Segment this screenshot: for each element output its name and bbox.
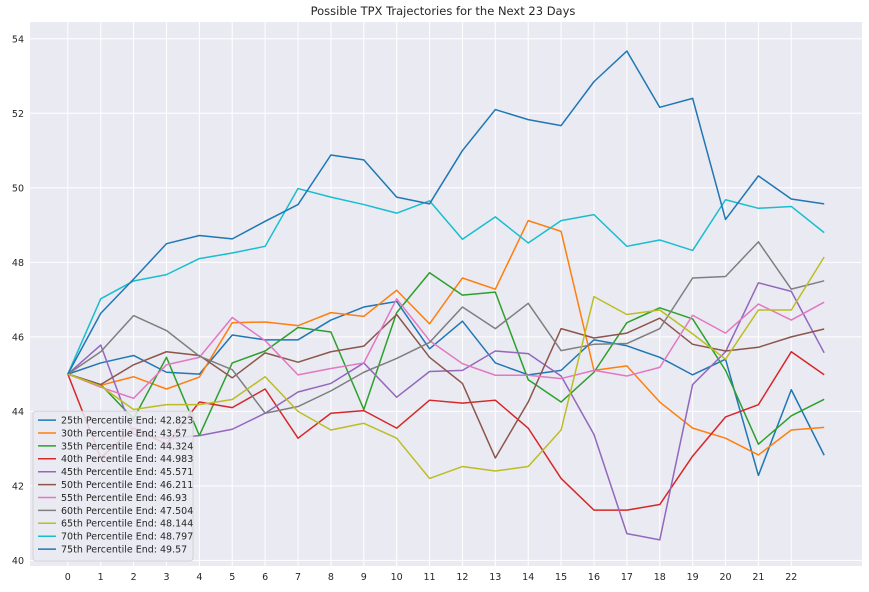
x-tick-label: 1 [98, 572, 104, 583]
x-tick-label: 11 [424, 572, 436, 583]
x-tick-label: 6 [262, 572, 268, 583]
x-tick-label: 9 [361, 572, 367, 583]
series-line-7 [67, 298, 825, 400]
y-tick-label: 54 [12, 34, 24, 45]
legend-label-1: 25th Percentile End: 42.823 [61, 416, 193, 427]
x-tick-label: 17 [621, 572, 633, 583]
x-tick-label: 19 [687, 572, 699, 583]
series-lines [67, 50, 825, 541]
series-line-8 [67, 241, 825, 414]
x-tick-label: 16 [588, 572, 600, 583]
y-tick-label: 48 [12, 258, 24, 269]
x-tick-label: 18 [654, 572, 666, 583]
y-tick-label: 44 [12, 407, 24, 418]
series-line-10 [67, 187, 825, 375]
y-tick-label: 42 [12, 481, 24, 492]
x-tick-label: 14 [522, 572, 534, 583]
chart-title: Possible TPX Trajectories for the Next 2… [311, 4, 576, 18]
legend-label-6: 50th Percentile End: 46.211 [61, 480, 193, 491]
x-tick-label: 10 [391, 572, 403, 583]
legend-label-3: 35th Percentile End: 44.324 [61, 441, 193, 452]
x-tick-label: 5 [229, 572, 235, 583]
x-tick-label: 12 [456, 572, 468, 583]
x-tick-label: 22 [785, 572, 797, 583]
series-line-1 [67, 300, 825, 477]
y-tick-label: 40 [12, 556, 24, 567]
x-tick-label: 4 [196, 572, 202, 583]
x-tick-label: 21 [752, 572, 764, 583]
x-tick-label: 2 [131, 572, 137, 583]
x-tick-label: 15 [555, 572, 567, 583]
x-tick-label: 7 [295, 572, 301, 583]
legend-label-8: 60th Percentile End: 47.504 [61, 506, 193, 517]
y-tick-label: 52 [12, 109, 24, 120]
y-tick-label: 50 [12, 183, 24, 194]
series-line-3 [67, 272, 825, 445]
x-tick-label: 8 [328, 572, 334, 583]
legend-label-5: 45th Percentile End: 45.571 [61, 467, 193, 478]
legend-label-4: 40th Percentile End: 44.983 [61, 454, 193, 465]
legend-label-2: 30th Percentile End: 43.57 [61, 428, 187, 439]
series-line-9 [67, 256, 825, 480]
series-line-4 [67, 351, 825, 511]
legend-box [32, 410, 194, 562]
x-tick-label: 3 [163, 572, 169, 583]
series-line-6 [67, 313, 825, 459]
series-line-11 [67, 50, 825, 375]
y-tick-label: 46 [12, 332, 24, 343]
legend-label-9: 65th Percentile End: 48.144 [61, 519, 193, 530]
x-tick-label: 0 [65, 572, 71, 583]
series-line-2 [67, 219, 825, 456]
legend-label-10: 70th Percentile End: 48.797 [61, 532, 193, 543]
x-tick-label: 20 [719, 572, 731, 583]
legend-label-11: 75th Percentile End: 49.57 [61, 545, 187, 556]
legend-label-7: 55th Percentile End: 46.93 [61, 493, 187, 504]
x-tick-label: 13 [489, 572, 501, 583]
